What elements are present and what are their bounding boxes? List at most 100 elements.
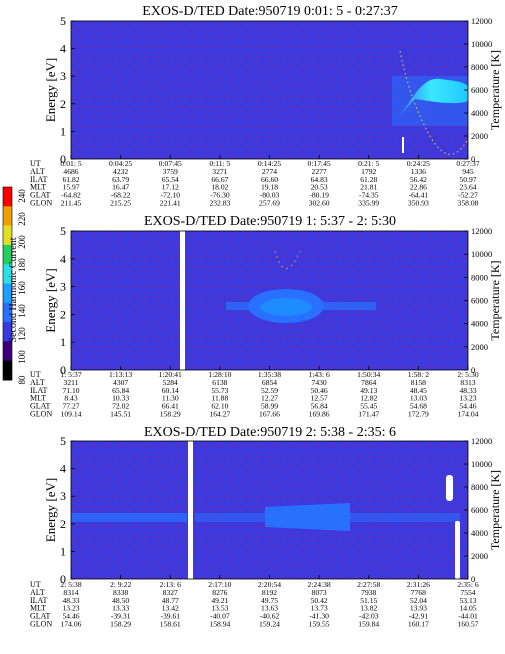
orbit-cell: 1:58: 2: [408, 370, 430, 379]
orbit-cell: 174.06: [61, 620, 82, 629]
orbit-cell: 358.08: [458, 199, 479, 208]
colorbar-tick-label: 240: [17, 189, 27, 203]
orbit-cell: 159.24: [259, 620, 280, 629]
orbit-cell: -76.30: [210, 191, 230, 200]
colorbar-ticks: 80 100 120 140 160 180 200 220 240: [17, 189, 27, 385]
colorbar-swatch: [3, 322, 12, 342]
orbit-cell: 17.12: [162, 183, 179, 192]
colorbar-swatch: [3, 244, 12, 265]
orbit-cell: 160.57: [458, 620, 479, 629]
orbit-cell: 4686: [63, 167, 78, 176]
orbit-cell: 16.47: [112, 183, 129, 192]
panel-3: EXOS-D/TED Date:950719 2: 5:38 - 2:35: 6…: [30, 425, 502, 629]
right-tick-label: 2000: [471, 342, 488, 352]
orbit-cell: 2: 5:30: [457, 370, 479, 379]
orbit-cell: 1792: [361, 167, 376, 176]
right-tick-label: 4000: [471, 319, 488, 329]
colorbar-tick-label: 200: [17, 235, 27, 249]
orbit-row-label: MLT: [30, 183, 46, 192]
orbit-cell: 2:27:58: [357, 580, 380, 589]
orbit-cell: 48.33: [459, 386, 476, 395]
orbit-row-label: UT: [30, 580, 41, 589]
orbit-cell: 7430: [312, 378, 327, 387]
y-axis-label-right: Temperature [K]: [488, 470, 502, 550]
panel-1: EXOS-D/TED Date:950719 0:01: 5 - 0:27:37…: [30, 4, 502, 208]
orbit-cell: 7938: [361, 588, 376, 597]
right-tick-label: 10000: [471, 39, 492, 49]
orbit-row-label: MLT: [30, 394, 46, 403]
right-tick-label: 10000: [471, 249, 492, 259]
orbit-cell: 53.13: [459, 596, 476, 605]
orbit-cell: 8338: [113, 588, 128, 597]
orbit-cell: -44.01: [458, 612, 478, 621]
orbit-cell: 158.94: [209, 620, 230, 629]
orbit-cell: 11.30: [162, 394, 179, 403]
orbit-cell: 8192: [262, 588, 277, 597]
orbit-cell: -39.61: [160, 612, 180, 621]
orbit-cell: 10.33: [112, 394, 129, 403]
orbit-cell: 64.83: [311, 175, 328, 184]
y-axis-label-left: Energy [eV]: [43, 58, 58, 122]
orbit-cell: 61.28: [360, 175, 377, 184]
orbit-cell: 1: 5:37: [60, 370, 82, 379]
colorbar-swatch: [3, 302, 12, 323]
orbit-cell: 1:50:34: [357, 370, 380, 379]
left-tick-label: 5: [60, 434, 66, 448]
colorbar-swatch: [3, 264, 12, 284]
colorbar-tick-label: 80: [17, 375, 27, 385]
orbit-cell: 50.46: [311, 386, 328, 395]
colorbar-tick-label: 100: [17, 350, 27, 364]
left-tick-label: 3: [60, 489, 66, 503]
orbit-cell: 167.66: [259, 410, 280, 419]
orbit-cell: 350.93: [408, 199, 429, 208]
left-tick-label: 0: [60, 152, 66, 166]
left-tick-label: 2: [60, 307, 66, 321]
orbit-cell: 145.51: [110, 410, 131, 419]
orbit-cell: 52.59: [261, 386, 278, 395]
orbit-cell: 21.81: [360, 183, 377, 192]
data-gap: [180, 231, 185, 370]
orbit-cell: 14.05: [459, 604, 476, 613]
orbit-cell: 158.29: [110, 620, 131, 629]
orbit-cell: 60.14: [162, 386, 179, 395]
orbit-cell: 211.45: [61, 199, 82, 208]
y-axis-label-right: Temperature [K]: [488, 260, 502, 340]
orbit-cell: 221.41: [160, 199, 181, 208]
orbit-cell: -74.35: [359, 191, 379, 200]
orbit-cell: 1336: [411, 167, 426, 176]
orbit-cell: 72.02: [112, 402, 129, 411]
orbit-cell: 12.82: [360, 394, 377, 403]
orbit-cell: 0:14:25: [258, 159, 281, 168]
orbit-cell: 13.53: [211, 604, 228, 613]
y-axis-label-left: Energy [eV]: [43, 478, 58, 542]
orbit-cell: 58.99: [261, 402, 278, 411]
orbit-cell: 7864: [361, 378, 376, 387]
orbit-row-label: ILAT: [30, 596, 47, 605]
orbit-row-label: GLAT: [30, 191, 51, 200]
orbit-cell: 66.67: [211, 175, 228, 184]
orbit-cell: 13.73: [311, 604, 328, 613]
orbit-cell: 8276: [212, 588, 227, 597]
orbit-cell: 50.42: [311, 596, 328, 605]
orbit-cell: -64.41: [409, 191, 429, 200]
left-tick-label: 1: [60, 124, 66, 138]
orbit-cell: 0:01: 5: [60, 159, 82, 168]
orbit-cell: 13.23: [62, 604, 79, 613]
orbit-row-label: ALT: [30, 167, 45, 176]
orbit-cell: 8.43: [64, 394, 77, 403]
colorbar-swatch: [3, 283, 12, 304]
orbit-cell: -80.03: [260, 191, 280, 200]
colorbar-tick-label: 140: [17, 304, 27, 318]
orbit-cell: 62.10: [211, 402, 228, 411]
orbit-cell: 55.45: [360, 402, 377, 411]
left-tick-label: 0: [60, 363, 66, 377]
orbit-cell: 56.42: [410, 175, 427, 184]
colorbar-tick-label: 120: [17, 327, 27, 341]
orbit-cell: 54.68: [410, 402, 427, 411]
orbit-cell: 50.97: [459, 175, 476, 184]
orbit-cell: 5284: [163, 378, 178, 387]
orbit-cell: -40.07: [210, 612, 230, 621]
orbit-cell: 3211: [64, 378, 79, 387]
temperature-peak: [395, 78, 468, 121]
